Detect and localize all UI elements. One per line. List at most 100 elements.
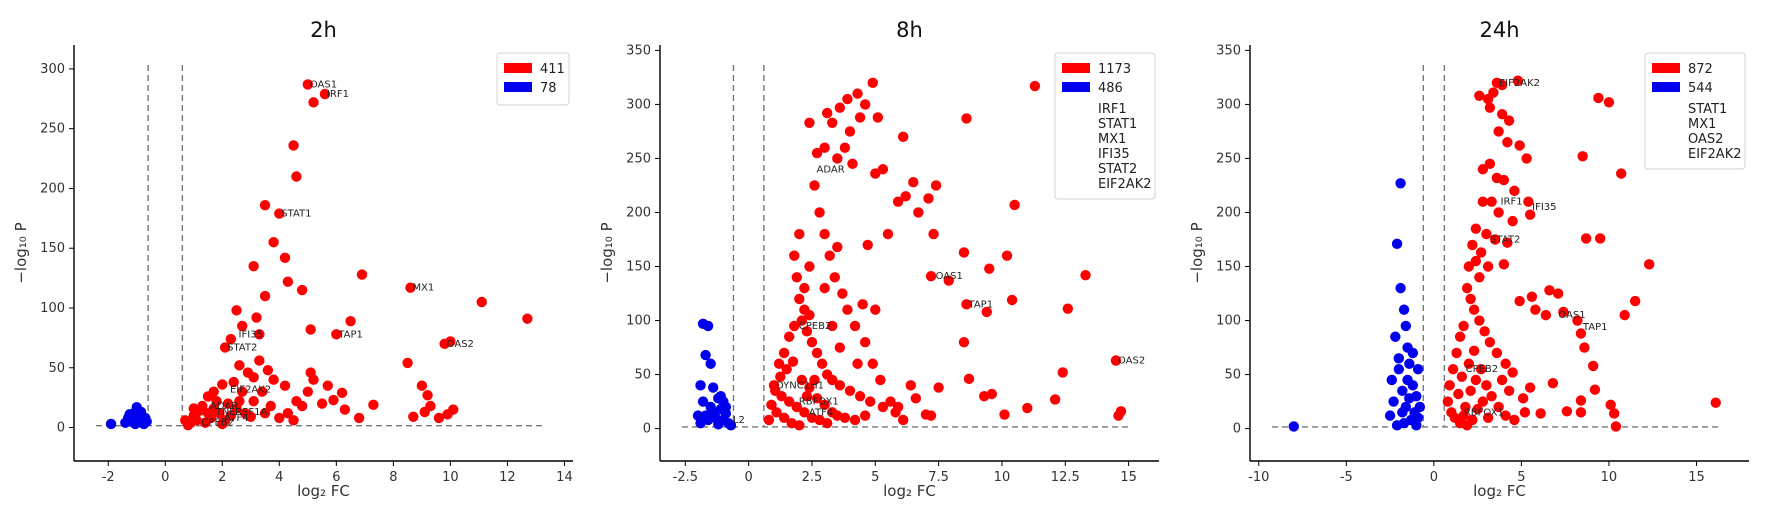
- upregulated-point: [242, 367, 254, 378]
- upregulated-point: [943, 275, 954, 286]
- x-tick-label: 2: [218, 470, 226, 485]
- y-tick-label: 200: [40, 181, 65, 196]
- upregulated-point: [958, 336, 970, 348]
- x-axis-label: log₂ FC: [297, 482, 350, 500]
- upregulated-point: [1644, 259, 1655, 270]
- upregulated-point: [819, 228, 830, 240]
- y-tick-label: 100: [626, 314, 651, 329]
- upregulated-point: [794, 420, 805, 431]
- y-tick-label: 300: [40, 62, 65, 77]
- upregulated-point: [819, 399, 830, 411]
- upregulated-point: [1512, 75, 1524, 86]
- upregulated-point: [804, 309, 815, 321]
- upregulated-point: [302, 386, 314, 397]
- y-axis-label: −log₁₀ P: [598, 222, 616, 283]
- upregulated-point: [1482, 412, 1494, 423]
- upregulated-point: [1474, 315, 1485, 326]
- upregulated-point: [1519, 407, 1531, 418]
- downregulated-point: [1404, 358, 1415, 369]
- x-tick-label: -2: [102, 470, 115, 485]
- upregulated-point: [408, 411, 419, 422]
- upregulated-point: [897, 131, 909, 143]
- upregulated-point: [963, 373, 975, 385]
- upregulated-point: [202, 391, 214, 402]
- x-tick-label: -2.5: [673, 470, 698, 485]
- upregulated-point: [1451, 347, 1462, 359]
- x-tick-label: -5: [1340, 470, 1353, 485]
- upregulated-point: [1009, 199, 1020, 211]
- upregulated-point: [1113, 410, 1124, 421]
- downregulated-point: [124, 409, 135, 420]
- legend-label: 872: [1688, 62, 1713, 77]
- downregulated-point: [1407, 347, 1419, 359]
- x-tick-label: 0: [745, 470, 753, 485]
- upregulated-point: [259, 290, 271, 302]
- downregulated-point: [700, 410, 711, 421]
- upregulated-point: [865, 396, 876, 407]
- gene-label: STAT2: [1490, 234, 1520, 245]
- upregulated-point: [1547, 378, 1559, 389]
- upregulated-point: [262, 364, 274, 376]
- upregulated-point: [854, 390, 866, 402]
- upregulated-point: [834, 102, 846, 113]
- x-tick-label: 10: [994, 470, 1011, 485]
- upregulated-point: [933, 382, 944, 393]
- upregulated-point: [842, 304, 853, 315]
- upregulated-point: [897, 414, 909, 426]
- downregulated-point: [692, 410, 704, 421]
- gene-label: OAS1: [1558, 310, 1585, 321]
- downregulated-point: [1384, 410, 1396, 421]
- gene-label: DYNC1H1: [776, 380, 824, 391]
- legend-swatch: [1652, 82, 1680, 92]
- y-tick-label: 300: [626, 97, 651, 112]
- upregulated-point: [796, 315, 808, 326]
- upregulated-point: [821, 417, 833, 429]
- upregulated-point: [1496, 79, 1508, 91]
- upregulated-point: [1710, 397, 1721, 408]
- upregulated-point: [1524, 382, 1536, 393]
- upregulated-point: [814, 207, 825, 218]
- downregulated-point: [1390, 331, 1401, 342]
- upregulated-point: [1482, 261, 1494, 272]
- y-tick-label: 250: [626, 151, 651, 166]
- upregulated-point: [1482, 93, 1494, 105]
- upregulated-point: [787, 356, 799, 367]
- gene-label: ATF4: [809, 407, 833, 418]
- upregulated-point: [910, 393, 922, 404]
- upregulated-point: [859, 410, 871, 421]
- upregulated-point: [305, 324, 316, 335]
- upregulated-point: [1493, 126, 1504, 137]
- upregulated-point: [1461, 282, 1473, 294]
- upregulated-point: [827, 407, 838, 418]
- gene-label: IRF1: [1501, 197, 1523, 208]
- upregulated-point: [248, 260, 259, 272]
- gene-label: TAP1: [967, 299, 993, 310]
- upregulated-point: [1456, 371, 1468, 382]
- upregulated-point: [274, 412, 285, 424]
- upregulated-point: [316, 398, 328, 409]
- upregulated-point: [1514, 295, 1525, 307]
- upregulated-point: [1619, 309, 1630, 321]
- upregulated-point: [1080, 269, 1091, 281]
- upregulated-point: [961, 299, 972, 310]
- downregulated-point: [135, 406, 147, 418]
- upregulated-point: [1453, 388, 1464, 400]
- upregulated-point: [288, 140, 299, 151]
- upregulated-point: [890, 407, 901, 418]
- upregulated-point: [268, 374, 279, 385]
- downregulated-point: [1391, 238, 1403, 250]
- upregulated-point: [1507, 367, 1518, 378]
- upregulated-point: [839, 142, 851, 153]
- upregulated-point: [1489, 234, 1501, 245]
- upregulated-point: [476, 296, 487, 308]
- upregulated-point: [778, 412, 790, 423]
- upregulated-point: [1493, 401, 1504, 413]
- y-axis-label: −log₁₀ P: [1188, 222, 1206, 283]
- legend-gene: EIF2AK2: [1688, 147, 1742, 162]
- upregulated-point: [837, 288, 848, 299]
- gene-label: MX1: [412, 283, 434, 294]
